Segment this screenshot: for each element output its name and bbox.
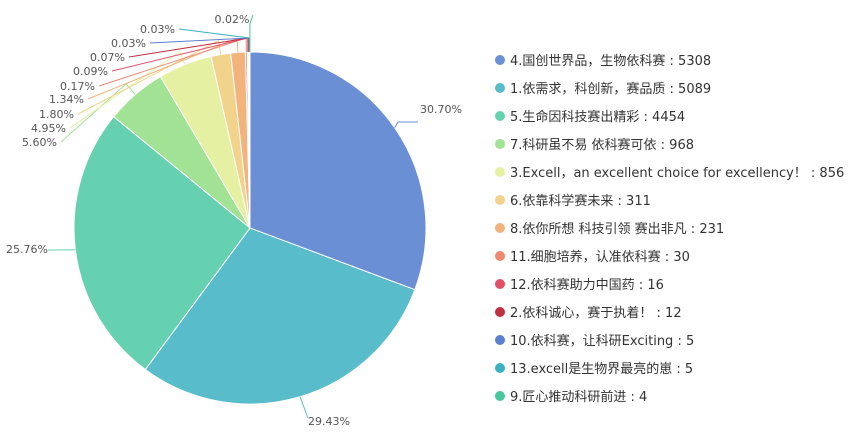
percent-label-4: 5.60% <box>22 136 57 149</box>
percent-label-8: 0.17% <box>60 80 95 93</box>
legend-item-9[interactable]: 12.依科赛助力中国药 : 16 <box>510 277 664 293</box>
leader-line-13 <box>249 14 254 52</box>
legend-item-13[interactable]: 9.匠心推动科研前进 : 4 <box>510 389 647 405</box>
percent-label-5: 4.95% <box>31 122 66 135</box>
legend-item-4[interactable]: 7.科研虽不易 依科赛可依 : 968 <box>510 137 694 153</box>
legend-item-3[interactable]: 5.生命因科技赛出精彩 : 4454 <box>510 109 685 125</box>
legend-marker-9[interactable] <box>495 279 505 289</box>
percent-labels: 30.70%29.43%25.76%5.60%4.95%1.80%1.34%0.… <box>6 13 462 428</box>
legend-marker-10[interactable] <box>495 307 505 317</box>
pie-slices <box>73 51 427 405</box>
legend: 4.国创世界品，生物依科赛 : 5308 1.依需求，科创新，赛品质 : 5089… <box>495 53 844 405</box>
legend-item-7[interactable]: 8.依你所想 科技引领 赛出非凡 : 231 <box>510 221 724 237</box>
legend-marker-11[interactable] <box>495 335 505 345</box>
percent-label-1: 30.70% <box>420 103 462 116</box>
legend-marker-2[interactable] <box>495 83 505 93</box>
legend-marker-4[interactable] <box>495 139 505 149</box>
percent-label-9: 0.09% <box>73 65 108 78</box>
legend-marker-13[interactable] <box>495 391 505 401</box>
legend-item-2[interactable]: 1.依需求，科创新，赛品质 : 5089 <box>510 81 711 97</box>
legend-item-6[interactable]: 6.依靠科学赛未来 : 311 <box>510 193 651 209</box>
legend-item-5[interactable]: 3.Excell，an excellent choice for excelle… <box>510 166 844 181</box>
pie-slice-1[interactable] <box>249 51 427 291</box>
percent-label-12: 0.03% <box>140 23 175 36</box>
pie-slice-2[interactable] <box>144 227 416 405</box>
leader-line-2 <box>299 396 309 419</box>
legend-marker-12[interactable] <box>495 363 505 373</box>
legend-item-8[interactable]: 11.细胞培养，认准依科赛 : 30 <box>510 249 690 265</box>
percent-label-6: 1.80% <box>39 108 74 121</box>
percent-label-7: 1.34% <box>49 93 84 106</box>
legend-item-10[interactable]: 2.依科诚心，赛于执着！ : 12 <box>510 305 682 321</box>
legend-marker-3[interactable] <box>495 111 505 121</box>
legend-item-1[interactable]: 4.国创世界品，生物依科赛 : 5308 <box>510 53 711 69</box>
legend-item-11[interactable]: 10.依科赛，让科研Exciting : 5 <box>510 333 694 349</box>
leader-line-6 <box>77 39 222 115</box>
percent-label-2: 29.43% <box>308 415 350 428</box>
leader-lines <box>48 14 418 419</box>
legend-marker-1[interactable] <box>495 55 505 65</box>
percent-label-10: 0.07% <box>90 51 125 64</box>
percent-label-13: 0.02% <box>215 13 250 26</box>
percent-label-3: 25.76% <box>6 243 48 256</box>
leader-line-1 <box>394 121 418 128</box>
legend-marker-6[interactable] <box>495 195 505 205</box>
legend-marker-5[interactable] <box>495 167 505 177</box>
legend-marker-8[interactable] <box>495 251 505 261</box>
legend-marker-7[interactable] <box>495 223 505 233</box>
legend-item-12[interactable]: 13.excell是生物界最亮的崽 : 5 <box>510 361 693 377</box>
percent-label-11: 0.03% <box>111 37 146 50</box>
